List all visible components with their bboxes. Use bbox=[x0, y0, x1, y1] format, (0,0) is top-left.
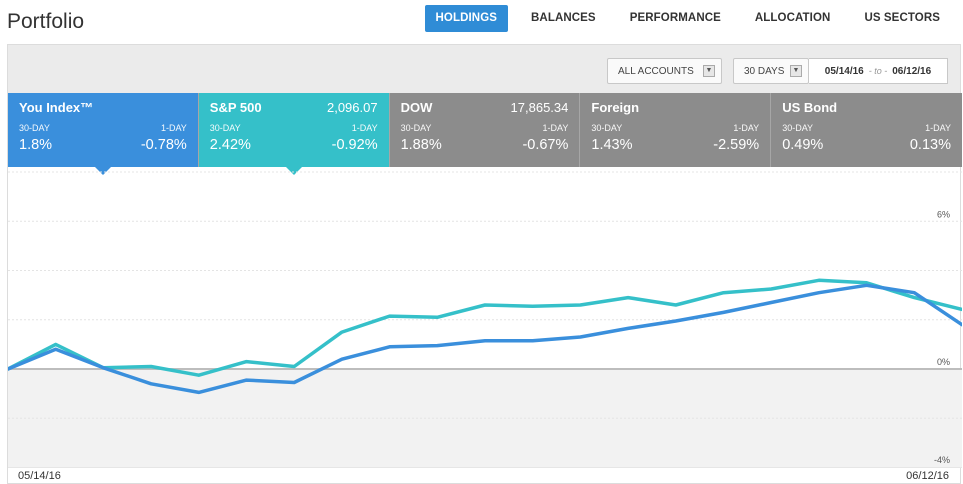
card-you-index[interactable]: You Index™ 30-DAY 1-DAY 1.8% -0.78% bbox=[8, 93, 199, 175]
card-sp500[interactable]: S&P 500 2,096.07 30-DAY 1-DAY 2.42% -0.9… bbox=[198, 93, 390, 175]
index-cards: You Index™ 30-DAY 1-DAY 1.8% -0.78% S&P … bbox=[8, 93, 962, 175]
x-start-label: 05/14/16 bbox=[18, 470, 61, 482]
value-1-day: -0.78% bbox=[140, 137, 187, 153]
top-nav: HOLDINGS BALANCES PERFORMANCE ALLOCATION… bbox=[424, 5, 957, 32]
page-title: Portfolio bbox=[7, 10, 85, 33]
performance-panel: ALL ACCOUNTS ▼ 30 DAYS ▼ 05/14/16 - to -… bbox=[7, 44, 962, 484]
card-price: 17,865.34 bbox=[510, 100, 569, 115]
label-30-day: 30-DAY bbox=[400, 123, 432, 133]
label-1-day: 1-DAY bbox=[351, 123, 378, 133]
toolbar: ALL ACCOUNTS ▼ 30 DAYS ▼ 05/14/16 - to -… bbox=[8, 45, 960, 93]
chevron-down-icon: ▼ bbox=[703, 65, 715, 77]
days-select-value: 30 DAYS bbox=[744, 65, 785, 77]
y-tick-label: 6% bbox=[937, 209, 950, 219]
card-foreign[interactable]: Foreign 30-DAY 1-DAY 1.43% -2.59% bbox=[580, 93, 772, 167]
selected-pointer bbox=[284, 166, 303, 175]
label-30-day: 30-DAY bbox=[782, 123, 814, 133]
tab-us-sectors[interactable]: US SECTORS bbox=[864, 12, 940, 24]
tab-balances[interactable]: BALANCES bbox=[531, 12, 596, 24]
label-30-day: 30-DAY bbox=[19, 123, 50, 133]
tab-allocation[interactable]: ALLOCATION bbox=[754, 12, 831, 24]
series-line-sp500 bbox=[8, 278, 962, 377]
y-tick-label: 0% bbox=[937, 357, 950, 367]
tab-performance[interactable]: PERFORMANCE bbox=[629, 12, 721, 24]
accounts-select-value: ALL ACCOUNTS bbox=[618, 65, 694, 77]
value-30-day: 1.8% bbox=[19, 137, 53, 153]
value-30-day: 1.43% bbox=[591, 137, 633, 153]
label-1-day: 1-DAY bbox=[925, 123, 951, 133]
date-separator: - to - bbox=[868, 66, 888, 76]
value-30-day: 1.88% bbox=[400, 137, 442, 153]
value-1-day: 0.13% bbox=[909, 137, 951, 153]
date-to: 06/12/16 bbox=[892, 65, 932, 77]
card-name: DOW bbox=[400, 100, 433, 115]
card-name: Foreign bbox=[591, 100, 640, 115]
value-1-day: -2.59% bbox=[713, 137, 760, 153]
label-1-day: 1-DAY bbox=[160, 123, 187, 133]
date-from: 05/14/16 bbox=[824, 65, 864, 77]
chevron-down-icon: ▼ bbox=[790, 65, 802, 77]
card-dow[interactable]: DOW 17,865.34 30-DAY 1-DAY 1.88% -0.67% bbox=[389, 93, 581, 167]
card-name: You Index™ bbox=[19, 100, 94, 115]
value-1-day: -0.92% bbox=[331, 137, 378, 153]
value-30-day: 2.42% bbox=[209, 137, 251, 153]
y-tick-label: -4% bbox=[934, 455, 950, 465]
label-30-day: 30-DAY bbox=[591, 123, 623, 133]
tab-holdings[interactable]: HOLDINGS bbox=[424, 5, 509, 32]
card-name: S&P 500 bbox=[209, 100, 262, 115]
card-name: US Bond bbox=[782, 100, 838, 115]
series-line-you-index bbox=[8, 283, 962, 395]
x-end-label: 06/12/16 bbox=[906, 470, 949, 482]
chart-footer: 05/14/16 06/12/16 bbox=[8, 467, 962, 484]
selected-pointer bbox=[94, 166, 112, 175]
performance-chart: 6% 0% -4% bbox=[8, 171, 962, 467]
value-1-day: -0.67% bbox=[522, 137, 569, 153]
date-range-picker[interactable]: 05/14/16 - to - 06/12/16 bbox=[809, 58, 948, 84]
label-30-day: 30-DAY bbox=[209, 123, 241, 133]
days-select[interactable]: 30 DAYS ▼ bbox=[733, 58, 809, 84]
card-us-bond[interactable]: US Bond 30-DAY 1-DAY 0.49% 0.13% bbox=[771, 93, 962, 167]
accounts-select[interactable]: ALL ACCOUNTS ▼ bbox=[607, 58, 722, 84]
card-price: 2,096.07 bbox=[326, 100, 378, 115]
label-1-day: 1-DAY bbox=[733, 123, 760, 133]
label-1-day: 1-DAY bbox=[542, 123, 569, 133]
value-30-day: 0.49% bbox=[782, 137, 824, 153]
